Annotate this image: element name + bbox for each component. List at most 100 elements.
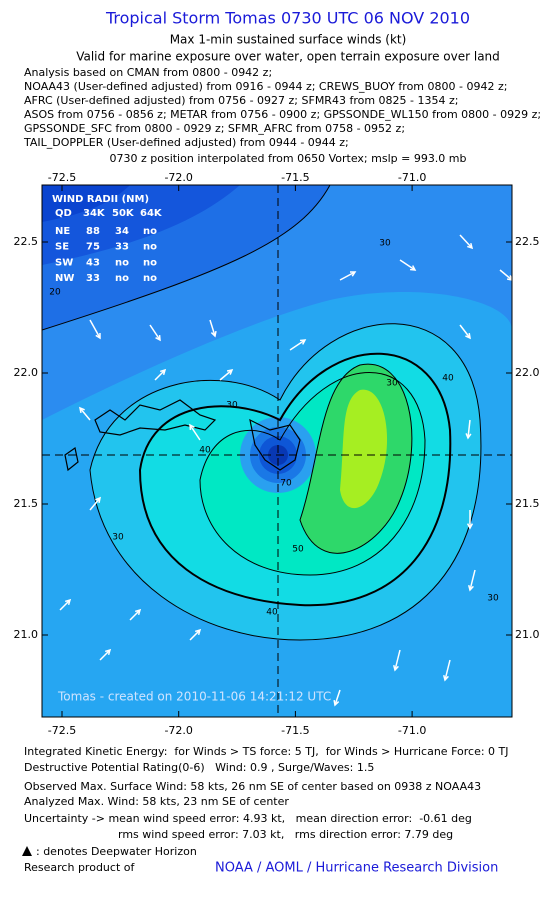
footer-line: Observed Max. Surface Wind: 58 kts, 26 n…	[24, 780, 481, 793]
wind-arrow-head	[155, 334, 161, 342]
lat-tick-label: 22.0	[14, 366, 39, 379]
contour-label: 30	[386, 379, 398, 389]
wind-arrow-head	[78, 406, 85, 414]
legend-note: : denotes Deepwater Horizon	[36, 845, 197, 858]
wind-arrow-head	[349, 271, 357, 277]
wind-radii-cell: SW	[55, 257, 73, 268]
map-frame	[41, 184, 513, 718]
wind-arrow-head	[210, 330, 217, 338]
lon-tick-label: -72.0	[164, 171, 192, 184]
wind-arrow-head	[95, 332, 101, 340]
wind-radii-header: QD	[55, 208, 72, 219]
wind-arrow	[89, 319, 101, 339]
footer-line: Uncertainty -> mean wind speed error: 4.…	[24, 812, 472, 825]
wind-arrow	[154, 369, 166, 381]
lat-tick-label: 22.5	[14, 235, 39, 248]
wind-arrow-head	[299, 339, 307, 345]
wind-arrow	[339, 271, 356, 281]
wind-arrow-head	[393, 664, 399, 672]
wind-arrow	[79, 407, 91, 421]
wind-radii-cell: 75	[86, 242, 100, 253]
lon-tick-label: -72.0	[164, 724, 192, 737]
wind-radii-cell: 33	[115, 242, 129, 253]
wind-radii-cell: no	[143, 226, 157, 237]
wind-radii-cell: 43	[86, 257, 100, 268]
wind-arrow-head	[467, 242, 474, 250]
footer-line: rms wind speed error: 7.03 kt, rms direc…	[118, 828, 453, 841]
footer-line: Analyzed Max. Wind: 58 kts, 23 nm SE of …	[24, 795, 289, 808]
lat-tick-label: 21.5	[14, 497, 39, 510]
wind-arrow	[219, 369, 233, 381]
wind-arrow	[189, 629, 201, 641]
wind-arrow-head	[159, 368, 167, 376]
wind-arrow	[469, 569, 476, 591]
contour-label: 40	[199, 446, 211, 456]
wind-radii-title: WIND RADII (NM)	[52, 194, 149, 205]
lon-tick-label: -71.0	[398, 724, 426, 737]
wind-arrow	[394, 649, 401, 671]
wind-arrow-head	[443, 674, 449, 682]
analysis-line: Analysis based on CMAN from 0800 - 0942 …	[24, 66, 272, 79]
wind-arrow	[467, 419, 471, 439]
contour-label: 50	[292, 545, 304, 555]
analysis-line: GPSSONDE_SFC from 0800 - 0929 z; SFMR_AF…	[24, 122, 405, 135]
footer-line: Destructive Potential Rating(0-6) Wind: …	[24, 761, 374, 774]
wind-arrow-head	[333, 699, 340, 707]
wind-radii-cell: no	[143, 257, 157, 268]
lon-tick-label: -72.5	[48, 171, 76, 184]
analysis-line: TAIL_DOPPLER (User-defined adjusted) fro…	[23, 136, 349, 149]
wind-arrows	[59, 234, 512, 707]
wind-arrow-head	[506, 275, 512, 281]
wind-radii-cell: no	[115, 257, 129, 268]
wind-arrow-head	[465, 332, 471, 340]
wind-arrow-head	[189, 423, 195, 431]
contour-label: 30	[226, 401, 238, 411]
wind-radii-cell: no	[143, 273, 157, 284]
wind-arrow-head	[104, 648, 112, 656]
wind-arrow	[289, 339, 306, 351]
wind-radii-header: 64K	[140, 208, 163, 219]
contour-label: 20	[49, 288, 61, 298]
wind-arrow	[499, 269, 512, 281]
wind-arrow	[399, 259, 416, 271]
wind-arrow	[334, 689, 341, 706]
wind-arrow-head	[194, 628, 202, 636]
contour-label: 30	[112, 533, 124, 543]
wind-arrow-head	[95, 496, 102, 504]
contour-label: 30	[487, 594, 499, 604]
wind-radii-cell: no	[143, 242, 157, 253]
lat-tick-label: 22.5	[515, 235, 540, 248]
subtitle: Max 1-min sustained surface winds (kt)	[170, 33, 407, 47]
lat-tick-label: 21.5	[515, 497, 540, 510]
wind-arrow	[89, 497, 101, 511]
wind-radii-cell: 34	[115, 226, 129, 237]
lon-tick-label: -71.5	[281, 171, 309, 184]
credit-prefix: Research product of	[24, 861, 135, 874]
wind-arrow-head	[465, 433, 472, 440]
validity: Valid for marine exposure over water, op…	[76, 50, 500, 64]
contour-label: 30	[379, 239, 391, 249]
analysis-line: ASOS from 0756 - 0856 z; METAR from 0756…	[24, 108, 541, 121]
footer-line: Integrated Kinetic Energy: for Winds > T…	[24, 745, 509, 758]
wind-field	[42, 185, 512, 717]
footer: : denotes Deepwater Horizon Research pro…	[22, 745, 509, 876]
wind-arrow	[129, 609, 141, 621]
wind-arrow-head	[64, 598, 72, 606]
lon-tick-label: -72.5	[48, 724, 76, 737]
wind-radii-header: 50K	[112, 208, 135, 219]
analysis-line: NOAA43 (User-defined adjusted) from 0916…	[24, 80, 507, 93]
wind-arrow	[149, 324, 161, 341]
title: Tropical Storm Tomas 0730 UTC 06 NOV 201…	[105, 9, 470, 28]
analysis-line: AFRC (User-defined adjusted) from 0756 -…	[24, 94, 458, 107]
wind-radii-cell: NE	[55, 226, 70, 237]
wind-arrow-head	[226, 368, 234, 375]
wind-radii-cell: 33	[86, 273, 100, 284]
wind-radii-cell: NW	[55, 273, 74, 284]
wind-arrow-head	[468, 584, 474, 592]
lon-tick-label: -71.5	[281, 724, 309, 737]
wind-arrow	[459, 324, 471, 339]
wind-arrow-head	[409, 265, 417, 271]
credit: NOAA / AOML / Hurricane Research Divisio…	[215, 861, 498, 876]
wind-radii-cell: no	[115, 273, 129, 284]
